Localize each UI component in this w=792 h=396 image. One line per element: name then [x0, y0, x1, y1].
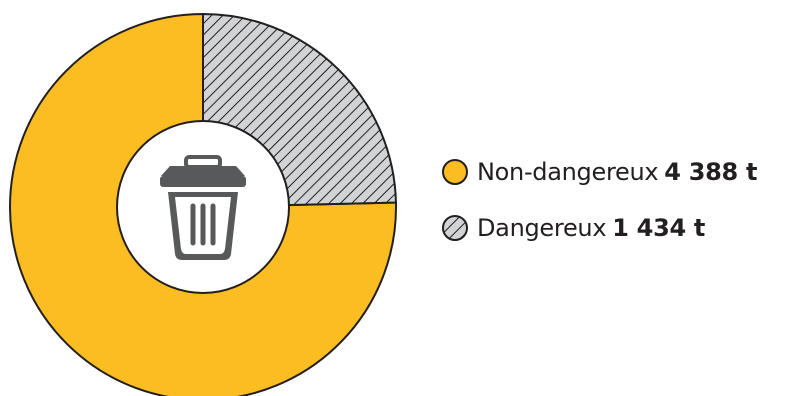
- legend-value-non-dangereux: 4 388 t: [664, 158, 758, 186]
- legend-value-dangereux: 1 434 t: [612, 214, 706, 242]
- trash-can-icon: [160, 155, 246, 260]
- legend-swatch-dangereux: [442, 215, 468, 241]
- legend-item-dangereux: Dangereux 1 434 t: [440, 210, 790, 246]
- legend: Non-dangereux 4 388 t Dangereux 1 434 t: [440, 154, 790, 266]
- legend-item-non-dangereux: Non-dangereux 4 388 t: [440, 154, 790, 190]
- legend-label-non-dangereux: Non-dangereux: [477, 158, 659, 186]
- legend-label-dangereux: Dangereux: [477, 214, 607, 242]
- legend-swatch-non-dangereux: [442, 159, 468, 185]
